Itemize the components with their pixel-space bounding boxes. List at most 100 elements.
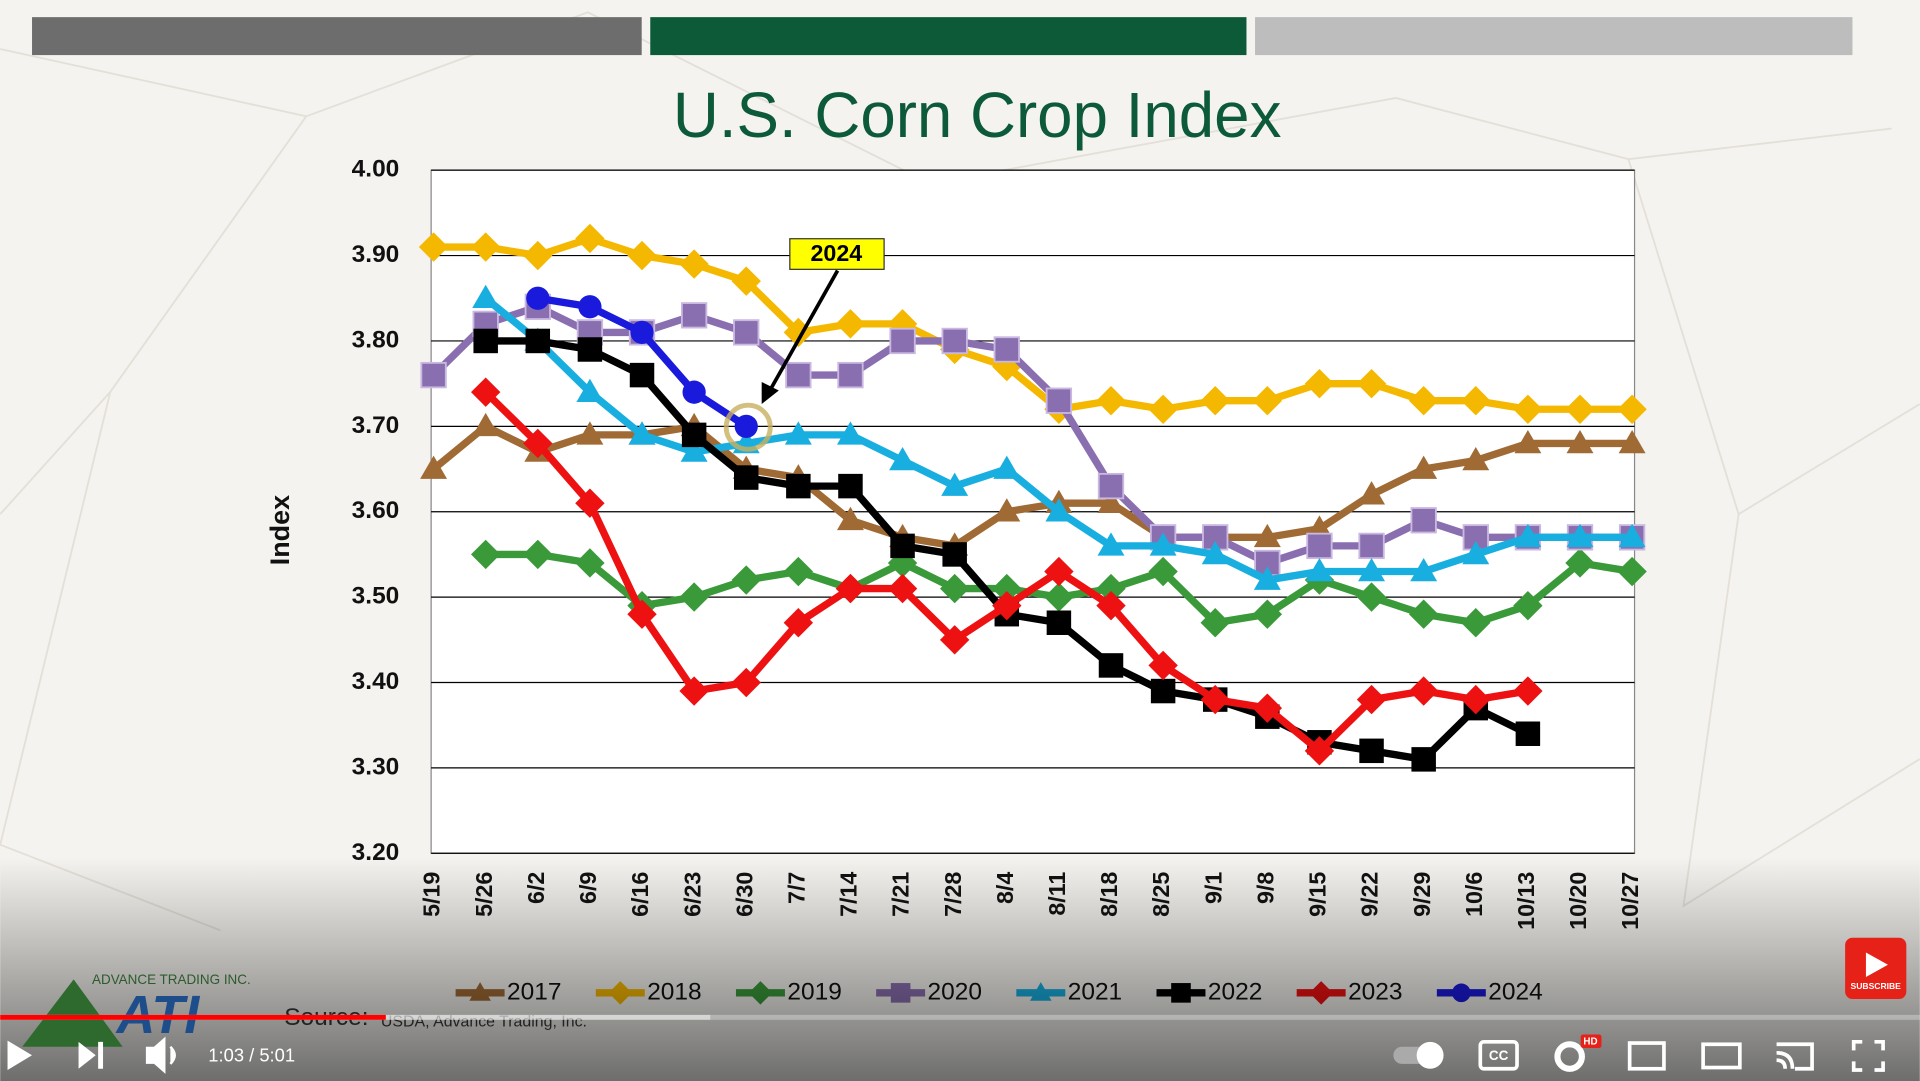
annotation: 2024 [723,238,885,452]
marker [733,319,760,346]
marker [784,421,812,445]
y-tick-label: 3.70 [352,412,400,439]
marker [1097,489,1125,513]
x-tick-label: 7/7 [783,872,809,904]
theater-button[interactable] [1701,1042,1742,1070]
marker [1359,738,1384,764]
y-tick-label: 3.40 [352,668,400,695]
plot [418,169,1647,854]
cc-button[interactable] [1478,1039,1519,1071]
x-tick-label: 9/15 [1305,872,1331,917]
progress-played [0,1014,386,1020]
header-bar [32,17,642,56]
y-tick-label: 3.30 [352,753,400,780]
hd-badge [1580,1034,1602,1048]
subscribe-button[interactable]: SUBSCRIBE [1845,937,1907,999]
annotation-box [789,238,885,270]
marker [890,533,915,559]
marker [1149,532,1177,556]
marker [786,473,811,499]
marker [1514,523,1542,548]
marker [1356,684,1387,715]
marker [1618,429,1646,454]
series [526,286,758,438]
marker [836,506,864,531]
next-button[interactable] [78,1041,104,1069]
chart-title: U.S. Corn Crop Index [673,80,1282,151]
marker [1461,684,1491,715]
settings-button[interactable] [1554,1041,1585,1072]
x-tick-label: 7/14 [836,872,862,917]
time-display: 1:03 / 5:01 [208,1044,295,1065]
marker [1566,523,1594,548]
marker [1513,676,1543,706]
marker [1565,394,1595,424]
marker [1411,747,1436,772]
marker [681,422,707,448]
cast-button[interactable] [1776,1042,1814,1071]
y-tick-label: 3.60 [352,497,400,524]
header-bar [650,17,1247,56]
series-line [431,422,1633,550]
marker [1408,676,1439,706]
marker [629,362,655,388]
x-tick-label: 10/13 [1513,872,1539,930]
marker [680,438,708,462]
highlight-ring [723,402,773,452]
marker [1514,429,1542,454]
marker [1253,523,1281,548]
x-tick-label: 7/21 [888,872,914,917]
marker [575,488,605,518]
marker [1045,498,1073,522]
x-tick-label: 6/9 [575,872,601,904]
marker [1515,721,1541,746]
x-tick-label: 9/1 [1200,872,1226,904]
marker [1410,558,1438,582]
marker [420,455,448,479]
marker [1306,532,1333,560]
marker [1617,394,1647,424]
marker [473,328,498,354]
marker [1046,610,1072,635]
marker [1565,548,1595,578]
marker [993,455,1021,479]
miniplayer-button[interactable] [1627,1041,1666,1071]
volume-button[interactable] [145,1036,176,1074]
annotation-text: 2024 [810,240,862,266]
marker [1462,447,1490,471]
series [470,377,1543,766]
progress-track[interactable] [0,1014,1920,1020]
source-text: USDA, Advance Trading, Inc. [381,1013,587,1030]
marker [472,412,500,437]
marker [680,302,708,329]
marker [1148,394,1178,424]
header-bar [1255,17,1853,56]
marker [785,361,812,389]
hd-text: HD [1583,1036,1597,1047]
marker [1513,394,1543,424]
marker [679,249,709,279]
fullscreen-button[interactable] [1851,1039,1885,1072]
x-tick-label: 5/19 [419,872,445,917]
marker [1097,532,1125,556]
x-tick-label: 10/20 [1565,872,1591,930]
play-button[interactable] [7,1040,33,1070]
marker [1410,455,1438,479]
subscribe-text: SUBSCRIBE [1851,981,1902,991]
marker [889,447,917,471]
x-tick-label: 8/25 [1148,872,1174,917]
marker [941,327,968,355]
marker [1148,556,1178,587]
marker [1150,678,1176,704]
marker [679,676,709,706]
logo: ADVANCE TRADING INC. ATI [22,972,251,1047]
marker [578,295,602,319]
cc-text: CC [1489,1048,1509,1063]
marker [1097,472,1125,500]
y-tick-label: 4.00 [352,156,400,183]
y-tick-label: 3.20 [352,839,400,866]
marker [1513,590,1543,621]
player-controls: 1:03 / 5:01 CC HD [7,1034,1885,1074]
y-axis-label: Index [265,495,295,565]
